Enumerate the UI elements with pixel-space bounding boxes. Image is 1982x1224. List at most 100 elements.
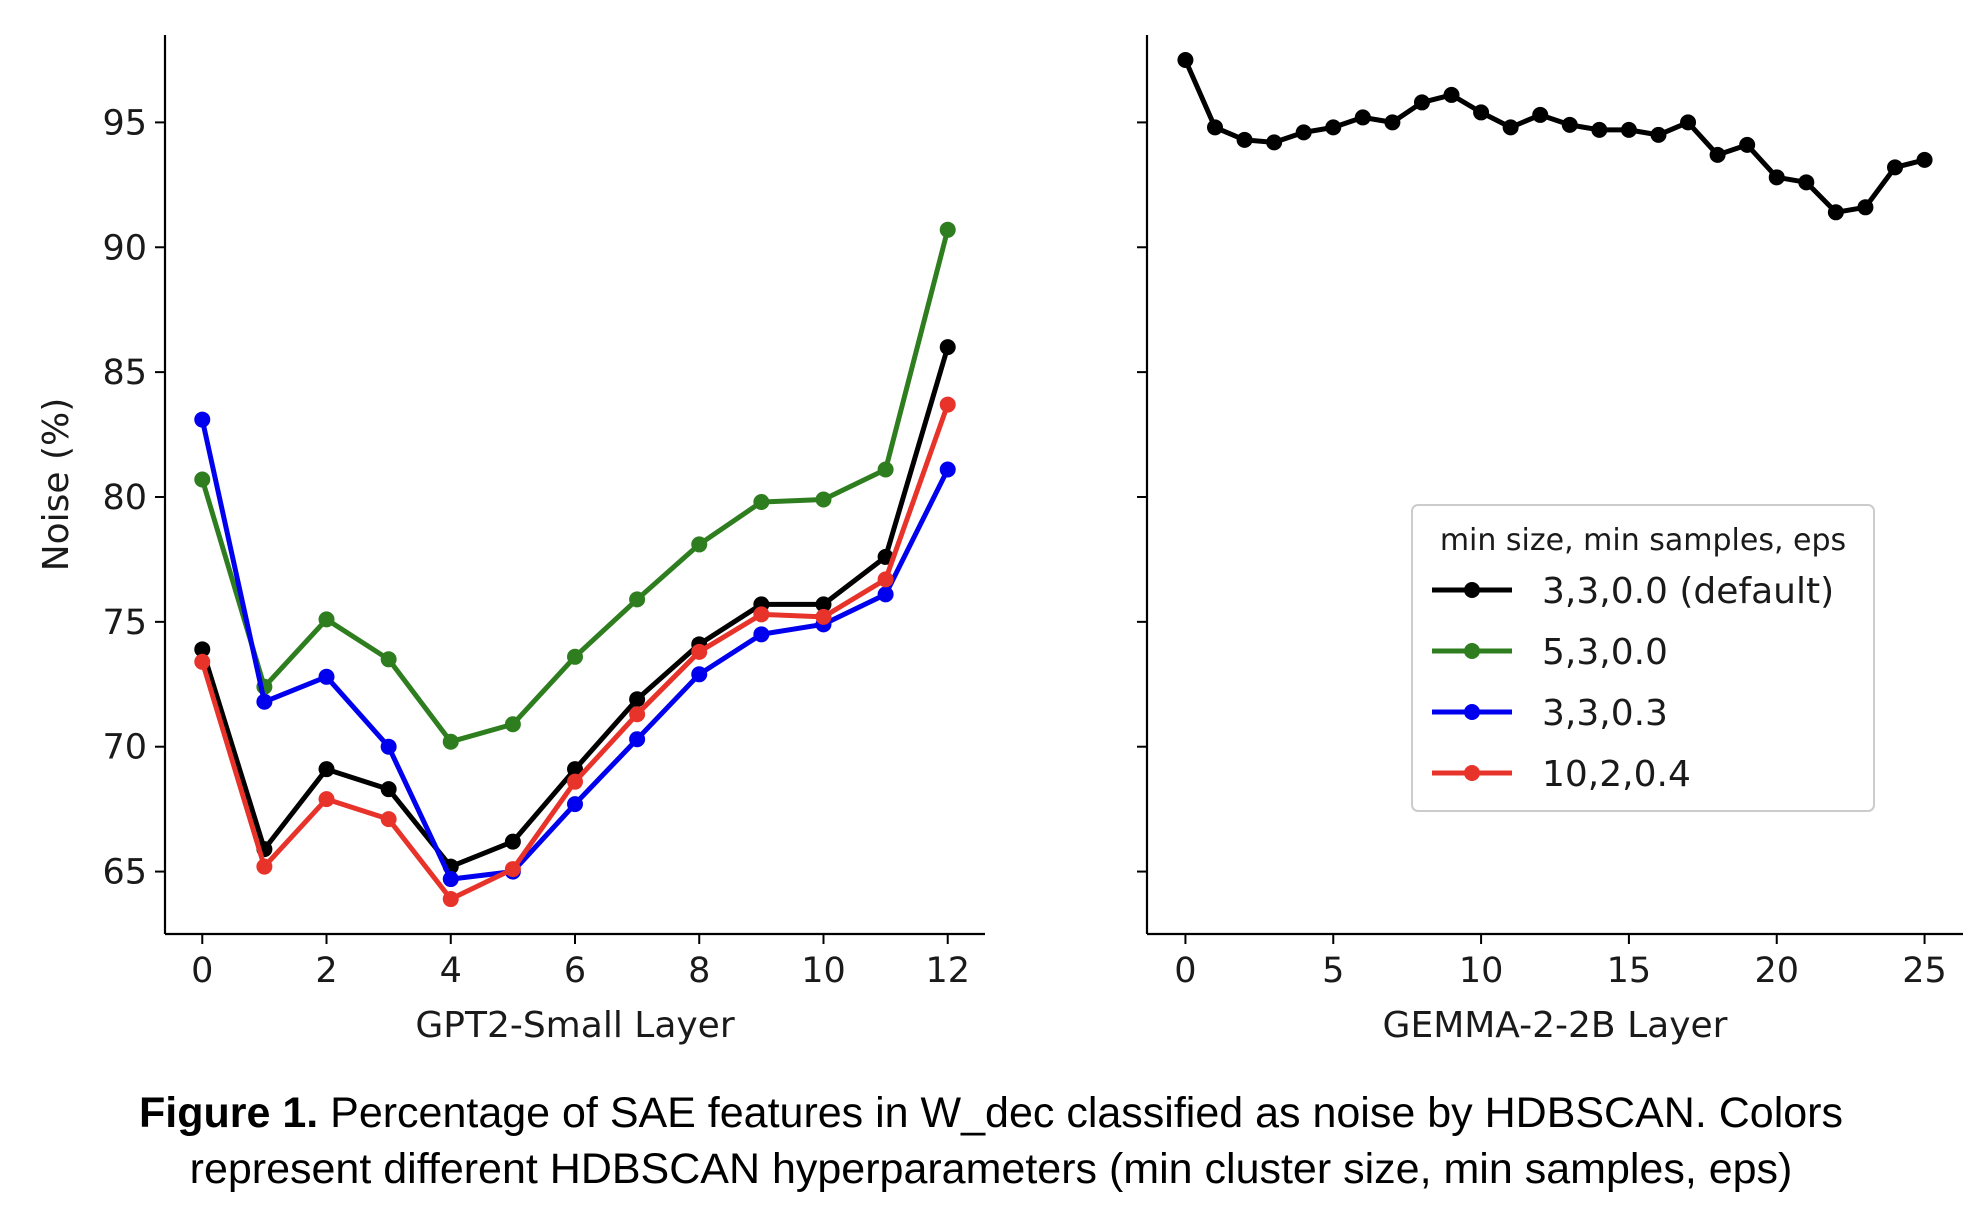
- series-point-0: [1857, 199, 1874, 216]
- y-tick-label: 70: [102, 728, 147, 768]
- series-point-2: [256, 693, 273, 710]
- y-tick-label: 95: [102, 103, 147, 143]
- series-point-3: [815, 608, 832, 625]
- series-point-0: [939, 339, 956, 356]
- series-point-0: [1591, 121, 1608, 138]
- series-point-1: [318, 611, 335, 628]
- x-tick-label: 2: [315, 951, 337, 991]
- y-axis-label: Noise (%): [36, 398, 77, 572]
- series-point-1: [442, 733, 459, 750]
- series-point-2: [442, 871, 459, 888]
- series-point-3: [380, 811, 397, 828]
- series-point-1: [691, 536, 708, 553]
- series-point-0: [1473, 104, 1490, 121]
- series-point-0: [1325, 119, 1342, 136]
- series-point-1: [629, 591, 646, 608]
- series-line-1: [199, 229, 951, 745]
- series-point-0: [504, 833, 521, 850]
- legend-marker: [1464, 643, 1480, 659]
- series-point-0: [1354, 109, 1371, 126]
- series-point-3: [318, 791, 335, 808]
- series-point-0: [1413, 94, 1430, 111]
- series-point-0: [380, 781, 397, 798]
- series-point-0: [1502, 119, 1519, 136]
- legend-box: [1411, 504, 1875, 812]
- x-tick-label: 12: [925, 951, 970, 991]
- series-point-0: [1650, 126, 1667, 143]
- x-tick-label: 10: [801, 951, 846, 991]
- y-tick-label: 80: [102, 478, 147, 518]
- figure-caption: Figure 1. Percentage of SAE features in …: [0, 1085, 1982, 1197]
- series-point-0: [1739, 136, 1756, 153]
- series-point-0: [629, 691, 646, 708]
- series-point-0: [1207, 119, 1223, 136]
- y-tick-label: 90: [102, 228, 147, 268]
- series-point-3: [194, 653, 211, 670]
- series-point-1: [753, 493, 770, 510]
- caption-text-1: Percentage of SAE features in W_dec clas…: [318, 1089, 1843, 1137]
- x-tick-label: 15: [1607, 951, 1652, 991]
- series-point-2: [194, 411, 211, 428]
- series-point-0: [1443, 86, 1460, 103]
- series-point-2: [753, 626, 770, 643]
- y-tick-label: 85: [102, 353, 147, 393]
- gpt2-small-panel: 65 70 75 80 85 90 95 0 2 4 6 8 10 12 GPT2-Small Layer N…: [36, 35, 985, 1046]
- gemma-2-2b-panel: 0 5 10 15 20 25 GEMMA-2-2B Layer min size, min …: [1137, 35, 1963, 1046]
- x-tick-label: 6: [564, 951, 586, 991]
- series-point-3: [629, 706, 646, 723]
- legend-title: min size, min samples, eps: [1440, 523, 1846, 558]
- series-point-3: [504, 861, 521, 878]
- series-point-3: [939, 396, 956, 413]
- caption-label: Figure 1.: [138, 1089, 319, 1137]
- x-axis-label: GPT2-Small Layer: [415, 1005, 734, 1046]
- series-point-2: [318, 668, 335, 685]
- series-point-0: [1620, 121, 1637, 138]
- series-point-3: [753, 606, 770, 623]
- series-point-2: [629, 731, 646, 748]
- series-point-0: [1827, 204, 1844, 221]
- caption-line-1: Figure 1. Percentage of SAE features in …: [0, 1085, 1982, 1141]
- series-point-2: [567, 796, 583, 813]
- series-point-0: [1532, 106, 1549, 123]
- series-point-0: [318, 761, 335, 778]
- x-tick-label: 8: [688, 951, 710, 991]
- series-point-3: [256, 858, 273, 875]
- legend-label: 3,3,0.0 (default): [1542, 571, 1834, 612]
- series-point-0: [1798, 174, 1815, 191]
- series-point-1: [194, 471, 211, 488]
- series-point-1: [877, 461, 894, 478]
- legend-marker: [1464, 704, 1480, 720]
- caption-line-2: represent different HDBSCAN hyperparamet…: [189, 1145, 1793, 1193]
- series-point-2: [691, 666, 708, 683]
- y-tick-label: 65: [102, 853, 147, 893]
- series-point-0: [1236, 131, 1253, 148]
- series-point-3: [567, 773, 583, 790]
- series-point-0: [1295, 124, 1312, 141]
- series-point-0: [1266, 134, 1283, 151]
- legend: min size, min samples, eps 3,3,0.0 (defau…: [1411, 504, 1875, 812]
- series-point-0: [1916, 151, 1933, 168]
- x-tick-label: 20: [1754, 951, 1799, 991]
- x-tick-label: 10: [1459, 951, 1504, 991]
- series-point-3: [877, 571, 894, 588]
- x-tick-label: 0: [191, 951, 213, 991]
- series-point-0: [567, 761, 583, 778]
- series-point-2: [939, 461, 956, 478]
- series-point-1: [567, 648, 583, 665]
- series-point-1: [815, 491, 832, 508]
- legend-marker: [1464, 582, 1480, 598]
- series-point-0: [1680, 114, 1697, 131]
- legend-marker: [1464, 765, 1480, 781]
- series-point-0: [1887, 159, 1903, 176]
- legend-label: 3,3,0.3: [1542, 693, 1668, 734]
- series-line-0: [1183, 58, 1926, 215]
- series-point-0: [1384, 114, 1401, 131]
- y-tick-label: 75: [102, 603, 147, 643]
- x-tick-label: 25: [1902, 951, 1947, 991]
- series-point-1: [504, 716, 521, 733]
- series-point-2: [877, 586, 894, 603]
- series-point-0: [815, 596, 832, 613]
- series-point-0: [1768, 169, 1785, 186]
- legend-label: 10,2,0.4: [1542, 754, 1691, 795]
